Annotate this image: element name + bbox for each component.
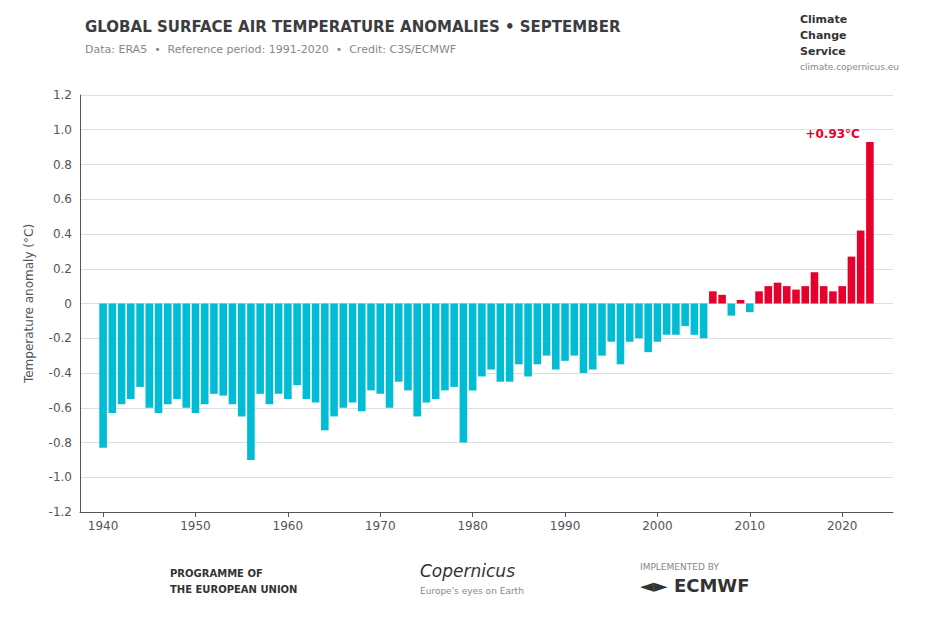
svg-text:-1.2: -1.2 [49, 505, 72, 519]
svg-text:THE EUROPEAN UNION: THE EUROPEAN UNION [170, 584, 298, 595]
svg-text:2000: 2000 [642, 519, 673, 533]
svg-text:IMPLEMENTED BY: IMPLEMENTED BY [640, 562, 719, 572]
svg-text:-0.6: -0.6 [49, 401, 72, 415]
svg-text:Temperature anomaly (°C): Temperature anomaly (°C) [22, 224, 36, 384]
svg-text:2010: 2010 [735, 519, 766, 533]
svg-text:1960: 1960 [273, 519, 304, 533]
svg-text:Service: Service [800, 45, 846, 58]
svg-text:Climate: Climate [800, 13, 847, 26]
svg-text:Europe's eyes on Earth: Europe's eyes on Earth [420, 586, 524, 596]
svg-text:Change: Change [800, 29, 847, 42]
svg-text:1950: 1950 [180, 519, 211, 533]
svg-text:0.4: 0.4 [53, 227, 72, 241]
svg-text:1970: 1970 [365, 519, 396, 533]
svg-text:0.2: 0.2 [53, 262, 72, 276]
svg-text:0: 0 [64, 297, 72, 311]
svg-text:0.8: 0.8 [53, 158, 72, 172]
svg-text:1.2: 1.2 [53, 88, 72, 102]
svg-text:+0.93°C: +0.93°C [805, 127, 860, 141]
svg-text:-0.2: -0.2 [49, 331, 72, 345]
svg-text:PROGRAMME OF: PROGRAMME OF [170, 568, 263, 579]
svg-text:-0.8: -0.8 [49, 436, 72, 450]
svg-text:◄► ECMWF: ◄► ECMWF [640, 575, 750, 596]
svg-text:GLOBAL SURFACE AIR TEMPERATURE: GLOBAL SURFACE AIR TEMPERATURE ANOMALIES… [85, 18, 621, 36]
svg-text:1940: 1940 [88, 519, 119, 533]
svg-text:1980: 1980 [457, 519, 488, 533]
svg-text:2020: 2020 [827, 519, 858, 533]
svg-text:-1.0: -1.0 [49, 470, 72, 484]
svg-text:Copernicus: Copernicus [420, 561, 515, 581]
svg-text:-0.4: -0.4 [49, 366, 72, 380]
svg-text:1.0: 1.0 [53, 123, 72, 137]
svg-text:climate.copernicus.eu: climate.copernicus.eu [800, 62, 899, 72]
svg-text:0.6: 0.6 [53, 192, 72, 206]
svg-text:1990: 1990 [550, 519, 581, 533]
svg-text:Data: ERA5 • Reference perio: Data: ERA5 • Reference period: 1991-2020… [85, 43, 456, 56]
